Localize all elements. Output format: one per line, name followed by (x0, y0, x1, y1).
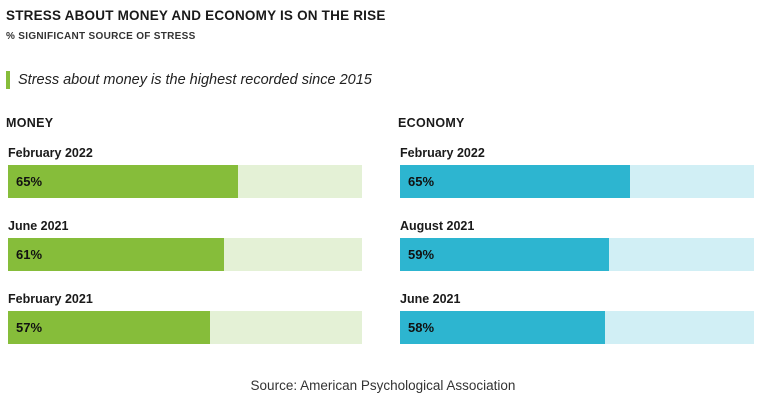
note-accent-bar (6, 71, 10, 89)
economy-bar-value-label: 65% (408, 174, 435, 189)
money-category-label: June 2021 (8, 219, 69, 233)
economy-panel-title: ECONOMY (398, 116, 465, 130)
money-bar (8, 311, 210, 344)
economy-bar (400, 238, 609, 271)
money-bar-track: 57% (8, 311, 362, 344)
money-bar-value-label: 61% (16, 247, 43, 262)
economy-panel: ECONOMY February 2022 65% August 2021 59% Ju… (398, 116, 758, 344)
economy-bar (400, 311, 606, 344)
money-bar (8, 238, 224, 271)
money-bar-track: 61% (8, 238, 362, 271)
economy-bar-track: 65% (400, 165, 754, 198)
highlight-note: Stress about money is the highest record… (6, 71, 372, 89)
economy-category-label: February 2022 (400, 146, 485, 160)
money-category-label: February 2021 (8, 292, 93, 306)
money-panel-title: MONEY (6, 116, 54, 130)
money-panel: MONEY February 2022 65% June 2021 61% Februa… (6, 116, 366, 344)
economy-bar (400, 165, 631, 198)
chart-subtitle: % SIGNIFICANT SOURCE OF STRESS (6, 31, 196, 42)
economy-bar-value-label: 59% (408, 247, 435, 262)
economy-bar-value-label: 58% (408, 320, 435, 335)
money-bar-track: 65% (8, 165, 362, 198)
economy-category-label: June 2021 (400, 292, 461, 306)
economy-bar-track: 58% (400, 311, 754, 344)
money-category-label: February 2022 (8, 146, 93, 160)
money-bar (8, 165, 239, 198)
source-caption: Source: American Psychological Associati… (250, 378, 516, 393)
money-bar-value-label: 65% (16, 174, 43, 189)
chart-title: STRESS ABOUT MONEY AND ECONOMY IS ON THE… (6, 8, 386, 23)
note-text: Stress about money is the highest record… (18, 72, 372, 88)
economy-category-label: August 2021 (400, 219, 475, 233)
money-bar-value-label: 57% (16, 320, 43, 335)
economy-bar-track: 59% (400, 238, 754, 271)
